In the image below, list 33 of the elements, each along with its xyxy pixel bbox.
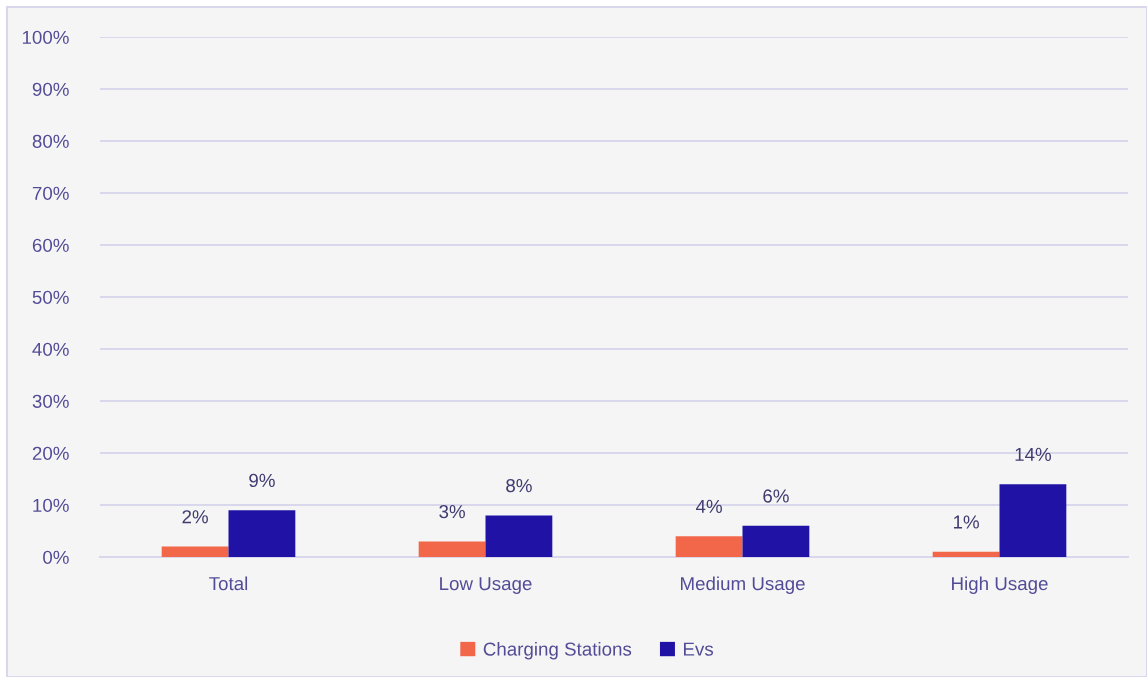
- x-tick-label: Total: [209, 576, 248, 591]
- y-tick-label: 10%: [33, 498, 69, 512]
- data-label: 8%: [506, 478, 532, 493]
- y-tick-label: 30%: [32, 394, 69, 408]
- y-tick-label: 20%: [32, 446, 69, 460]
- data-label: 6%: [763, 489, 789, 503]
- bar: [418, 541, 486, 557]
- bar: [932, 551, 1000, 557]
- data-label: 9%: [249, 473, 275, 488]
- data-label: 4%: [695, 499, 722, 513]
- x-tick-label: High Usage: [952, 576, 1048, 594]
- bar: [742, 525, 810, 557]
- bar: [161, 546, 229, 557]
- legend-label: Evs: [683, 642, 714, 656]
- bar: [999, 484, 1067, 557]
- x-tick-label: Medium Usage: [680, 576, 805, 594]
- y-tick-label: 90%: [32, 82, 69, 96]
- bar: [228, 510, 296, 557]
- bar: [485, 515, 553, 557]
- data-label: 14%: [1015, 447, 1052, 461]
- bar: [675, 536, 743, 557]
- y-tick-label: 60%: [32, 238, 69, 252]
- y-tick-label: 50%: [32, 290, 69, 304]
- legend-label: Charging Stations: [483, 641, 632, 660]
- y-tick-label: 80%: [32, 134, 69, 148]
- data-label: 2%: [182, 510, 208, 524]
- data-label: 1%: [953, 515, 979, 529]
- y-tick-label: 0%: [43, 550, 69, 564]
- y-tick-label: 100%: [22, 30, 69, 44]
- y-tick-label: 70%: [32, 186, 69, 200]
- y-tick-label: 40%: [32, 342, 69, 356]
- x-tick-label: Low Usage: [440, 577, 532, 594]
- data-label: 3%: [439, 504, 465, 519]
